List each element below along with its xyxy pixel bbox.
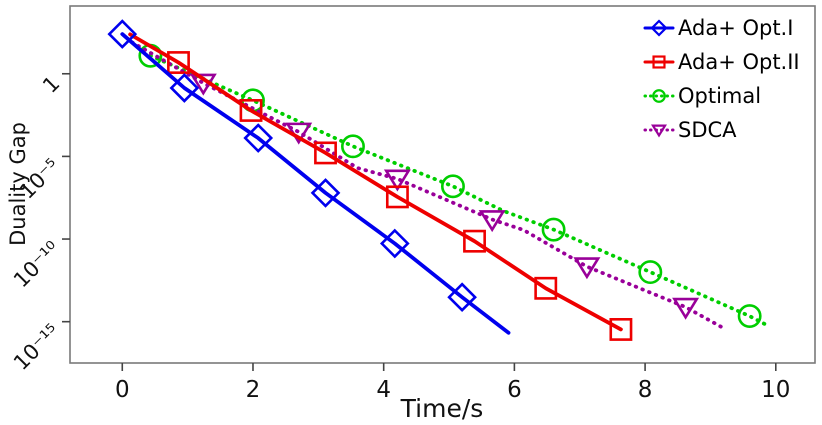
diamond-marker-icon [379,228,410,259]
legend-item-sdca: SDCA [642,113,800,147]
x-tick-label: 8 [638,377,653,403]
y-axis-label: Duality Gap [6,122,30,246]
legend-circle-icon [643,89,675,103]
circle-marker-icon [737,304,762,329]
legend: Ada+ Opt.I Ada+ Opt.II Optimal SDCA [642,11,800,147]
square-marker-icon [609,318,633,341]
square-marker-icon [167,51,190,74]
square-marker-icon [385,185,409,209]
x-axis-label: Time/s [400,394,484,423]
y-tick-label: 1 [38,71,64,97]
series-markers-ada-opt-i [107,19,477,313]
triangle-down-marker-icon [651,124,667,138]
y-tick-label: 10⁻¹⁵ [9,319,65,375]
triangle-down-marker-icon [672,297,700,320]
plot-frame [69,5,816,364]
legend-square-icon [643,55,675,69]
series-markers-ada-opt-ii [167,51,633,341]
series-line-sdca [130,40,725,330]
square-marker-icon [534,276,558,300]
legend-item-ada-opt-i: Ada+ Opt.I [642,11,800,45]
legend-label: Ada+ Opt.II [678,49,800,74]
x-tick-label: 6 [507,377,522,403]
legend-item-optimal: Optimal [642,79,800,113]
diamond-marker-icon [310,178,341,208]
circle-marker-icon [652,89,666,103]
legend-label: Optimal [678,83,762,108]
square-marker-icon [463,229,486,253]
legend-item-ada-opt-ii: Ada+ Opt.II [642,45,800,79]
series-line-ada-opt-ii [128,32,623,332]
series-line-ada-opt-i [120,32,511,335]
circle-marker-icon [341,134,365,159]
square-marker-icon [652,55,666,69]
square-marker-icon [314,141,337,165]
triangle-down-marker-icon [478,210,506,233]
series-line-optimal [148,53,769,327]
legend-diamond-icon [643,19,675,37]
legend-label: Ada+ Opt.I [678,15,794,40]
circle-marker-icon [638,260,663,285]
x-tick-label: 0 [115,377,130,403]
triangle-down-marker-icon [383,169,411,192]
x-tick-label: 10 [761,377,790,403]
diamond-marker-icon [107,19,138,49]
legend-triangle-down-icon [643,124,675,138]
legend-label: SDCA [678,117,737,142]
diamond-marker-icon [447,282,477,313]
diamond-marker-icon [243,123,274,153]
circle-marker-icon [541,217,566,242]
circle-marker-icon [440,174,465,199]
square-marker-icon [239,99,263,122]
x-tick-label: 4 [376,377,391,403]
x-tick-label: 2 [246,377,261,403]
diamond-marker-icon [650,19,668,37]
diamond-marker-icon [169,73,200,103]
triangle-down-marker-icon [573,257,601,280]
